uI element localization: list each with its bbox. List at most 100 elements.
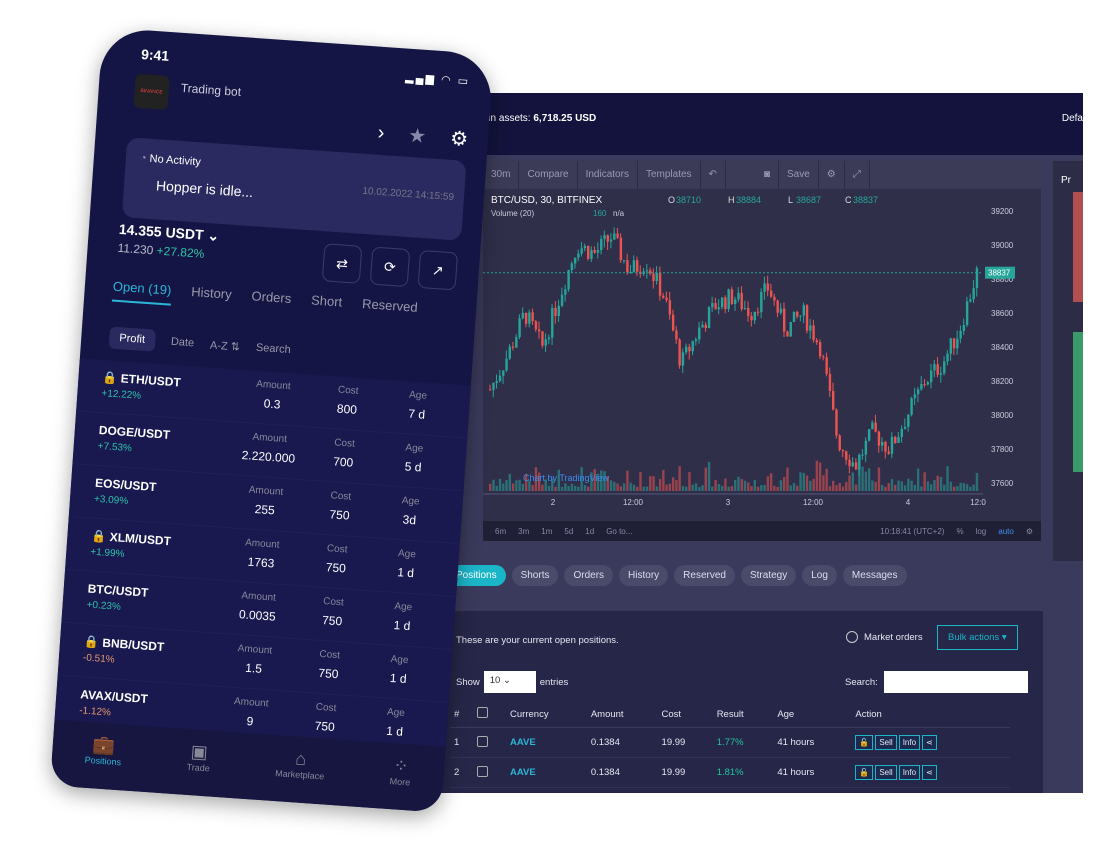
share-icon[interactable]: ⋖ [922, 735, 937, 750]
filter-0[interactable]: Profit [108, 326, 156, 352]
indicators-button[interactable]: Indicators [578, 161, 638, 189]
column-header[interactable]: Cost [657, 701, 713, 728]
row-checkbox-cell [473, 757, 507, 788]
pair: BTC/USDT [87, 581, 149, 600]
column-header[interactable]: Currency [506, 701, 587, 728]
range-6m[interactable]: 6m [495, 526, 507, 536]
tab-log[interactable]: Log [802, 565, 837, 586]
range-1d[interactable]: 1d [585, 526, 595, 536]
tab-shorts[interactable]: Shorts [511, 565, 559, 586]
compare-button[interactable]: Compare [519, 161, 578, 189]
age: Age 5 d [404, 442, 424, 475]
volume-bar [636, 486, 639, 491]
tradingview-watermark: Chart by TradingView [523, 473, 609, 483]
trend-icon[interactable]: ↗ [417, 249, 459, 291]
gear-icon[interactable]: ⚙ [819, 161, 845, 189]
volume-bar [769, 473, 773, 491]
volume-bar [508, 473, 511, 491]
column-header[interactable]: Amount [586, 701, 658, 728]
row-checkbox[interactable] [477, 735, 489, 747]
search-input[interactable] [883, 671, 1028, 693]
candlestick-chart[interactable]: 39200 39000 38800 38600 38400 38200 38000 37800… [483, 191, 1041, 511]
sell-button[interactable]: Sell [875, 765, 897, 780]
volume-bar [639, 472, 642, 491]
unlock-icon[interactable]: 🔓 [855, 765, 874, 780]
candle [861, 454, 864, 456]
volume-bar [524, 473, 528, 491]
range-5d[interactable]: 5d [564, 526, 574, 536]
market-orders-radio[interactable]: Market orders [846, 631, 923, 643]
entries-select[interactable]: 10 ⌄ [483, 671, 536, 693]
radio-icon[interactable] [846, 631, 858, 643]
default-selector[interactable]: Defa [1061, 113, 1083, 124]
refresh-icon[interactable]: ⟳ [369, 246, 411, 288]
undo-icon[interactable]: ↶ [701, 161, 726, 189]
swap-icon[interactable]: ⇄ [321, 243, 363, 284]
filter-1[interactable]: Date [170, 335, 195, 350]
column-header[interactable]: Action [851, 701, 1010, 728]
tab-strategy[interactable]: Strategy [740, 565, 797, 586]
phone-tab[interactable]: History [190, 284, 233, 302]
time-tick: 12:0 [970, 498, 986, 507]
tab-history[interactable]: History [619, 565, 669, 586]
chevron-right-icon[interactable]: › [376, 121, 386, 145]
nav-more[interactable]: ⁘ More [389, 755, 411, 788]
volume-bar [515, 480, 518, 491]
nav-positions[interactable]: 💼 Positions [84, 734, 122, 768]
volume-bar [645, 486, 649, 491]
fullscreen-icon[interactable]: ⤢ [845, 161, 870, 189]
phone-tab[interactable]: Short [310, 292, 343, 310]
nav-trade[interactable]: ▣ Trade [186, 741, 211, 774]
tab-reserved[interactable]: Reserved [674, 565, 735, 586]
goto-button[interactable]: Go to... [606, 526, 633, 536]
phone-tab[interactable]: Reserved [361, 296, 419, 315]
auto-toggle[interactable]: auto [998, 526, 1014, 536]
column-header[interactable]: # [450, 701, 474, 728]
log-toggle[interactable]: log [975, 526, 987, 536]
row-checkbox[interactable] [477, 765, 489, 777]
phone-tab[interactable]: Orders [251, 288, 292, 307]
candle [949, 338, 952, 354]
volume-bar [756, 486, 760, 491]
info-button[interactable]: Info [898, 735, 921, 750]
lock-icon: 🔒 [102, 370, 118, 386]
templates-button[interactable]: Templates [638, 161, 701, 189]
column-header[interactable] [473, 701, 507, 728]
currency-link[interactable]: AAVE [506, 727, 587, 758]
camera-icon[interactable]: ◙ [756, 161, 779, 189]
candle [665, 297, 668, 301]
range-1m[interactable]: 1m [541, 526, 553, 536]
range-3m[interactable]: 3m [518, 526, 530, 536]
phone-tab[interactable]: Open (19) [111, 278, 172, 306]
star-icon[interactable]: ★ [407, 124, 427, 149]
tab-messages[interactable]: Messages [842, 565, 907, 586]
share-icon[interactable]: ⋖ [922, 765, 937, 780]
tradingview-chart[interactable]: 30m Compare Indicators Templates ↶ ◙ Sav… [483, 161, 1041, 541]
info-button[interactable]: Info [898, 765, 921, 780]
status-icons: ▂▄▆ ◠ ▭ [404, 71, 471, 88]
select-all-checkbox[interactable] [477, 707, 489, 718]
gear-icon[interactable]: ⚙ [449, 127, 469, 151]
tab-positions[interactable]: Positions [447, 565, 506, 586]
candle [854, 462, 858, 470]
interval-button[interactable]: 30m [483, 161, 520, 189]
volume-bar [848, 475, 851, 491]
column-header[interactable]: Result [712, 701, 774, 728]
currency-link[interactable]: AAVE [506, 757, 587, 788]
bulk-actions-button[interactable]: Bulk actions ▾ [937, 625, 1018, 650]
tab-orders[interactable]: Orders [564, 565, 614, 586]
ohlc-o-value: 38710 [676, 195, 701, 205]
column-header[interactable]: Age [773, 701, 852, 728]
volume-bar [776, 486, 779, 491]
nav-marketplace[interactable]: ⌂ Marketplace [274, 748, 325, 782]
volume-bar [851, 472, 854, 491]
candle [662, 295, 665, 298]
filter-2[interactable]: A-Z ⇅ [209, 339, 241, 354]
amount: 0.1384 [586, 727, 658, 758]
save-button[interactable]: Save [779, 161, 819, 189]
percent-toggle[interactable]: % [956, 526, 964, 536]
filter-3[interactable]: Search [255, 341, 292, 357]
settings-icon[interactable]: ⚙ [1025, 526, 1033, 536]
sell-button[interactable]: Sell [875, 735, 897, 750]
unlock-icon[interactable]: 🔓 [855, 735, 874, 750]
